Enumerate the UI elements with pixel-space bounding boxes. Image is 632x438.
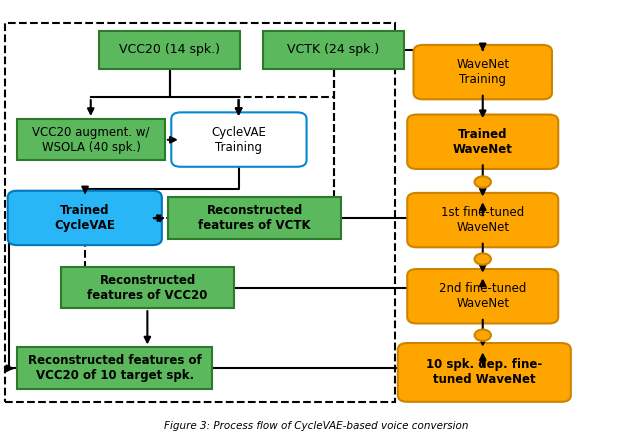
Circle shape [475,177,491,187]
Text: Reconstructed features of
VCC20 of 10 target spk.: Reconstructed features of VCC20 of 10 ta… [28,354,202,382]
Text: 10 spk. dep. fine-
tuned WaveNet: 10 spk. dep. fine- tuned WaveNet [426,358,542,386]
FancyBboxPatch shape [17,119,165,160]
FancyBboxPatch shape [17,347,212,389]
FancyBboxPatch shape [8,191,162,245]
FancyBboxPatch shape [171,113,307,167]
Text: WaveNet
Training: WaveNet Training [456,58,509,86]
Text: Trained
CycleVAE: Trained CycleVAE [54,204,115,232]
FancyBboxPatch shape [407,115,558,169]
FancyBboxPatch shape [99,31,241,69]
FancyBboxPatch shape [413,45,552,99]
Text: 1st fine-tuned
WaveNet: 1st fine-tuned WaveNet [441,206,525,234]
Text: Figure 3: Process flow of CycleVAE-based voice conversion: Figure 3: Process flow of CycleVAE-based… [164,421,468,431]
FancyBboxPatch shape [407,193,558,247]
FancyBboxPatch shape [398,343,571,402]
Text: CycleVAE
Training: CycleVAE Training [212,126,266,154]
FancyBboxPatch shape [168,197,341,239]
Text: VCTK (24 spk.): VCTK (24 spk.) [287,43,379,56]
Circle shape [475,253,491,265]
Text: Trained
WaveNet: Trained WaveNet [453,128,513,156]
FancyBboxPatch shape [61,267,234,308]
Text: VCC20 augment. w/
WSOLA (40 spk.): VCC20 augment. w/ WSOLA (40 spk.) [32,126,150,154]
FancyBboxPatch shape [407,269,558,323]
Text: Reconstructed
features of VCC20: Reconstructed features of VCC20 [87,274,208,301]
Text: 2nd fine-tuned
WaveNet: 2nd fine-tuned WaveNet [439,282,526,310]
FancyBboxPatch shape [262,31,404,69]
Text: Reconstructed
features of VCTK: Reconstructed features of VCTK [198,204,311,232]
Text: VCC20 (14 spk.): VCC20 (14 spk.) [119,43,220,56]
Circle shape [475,329,491,341]
